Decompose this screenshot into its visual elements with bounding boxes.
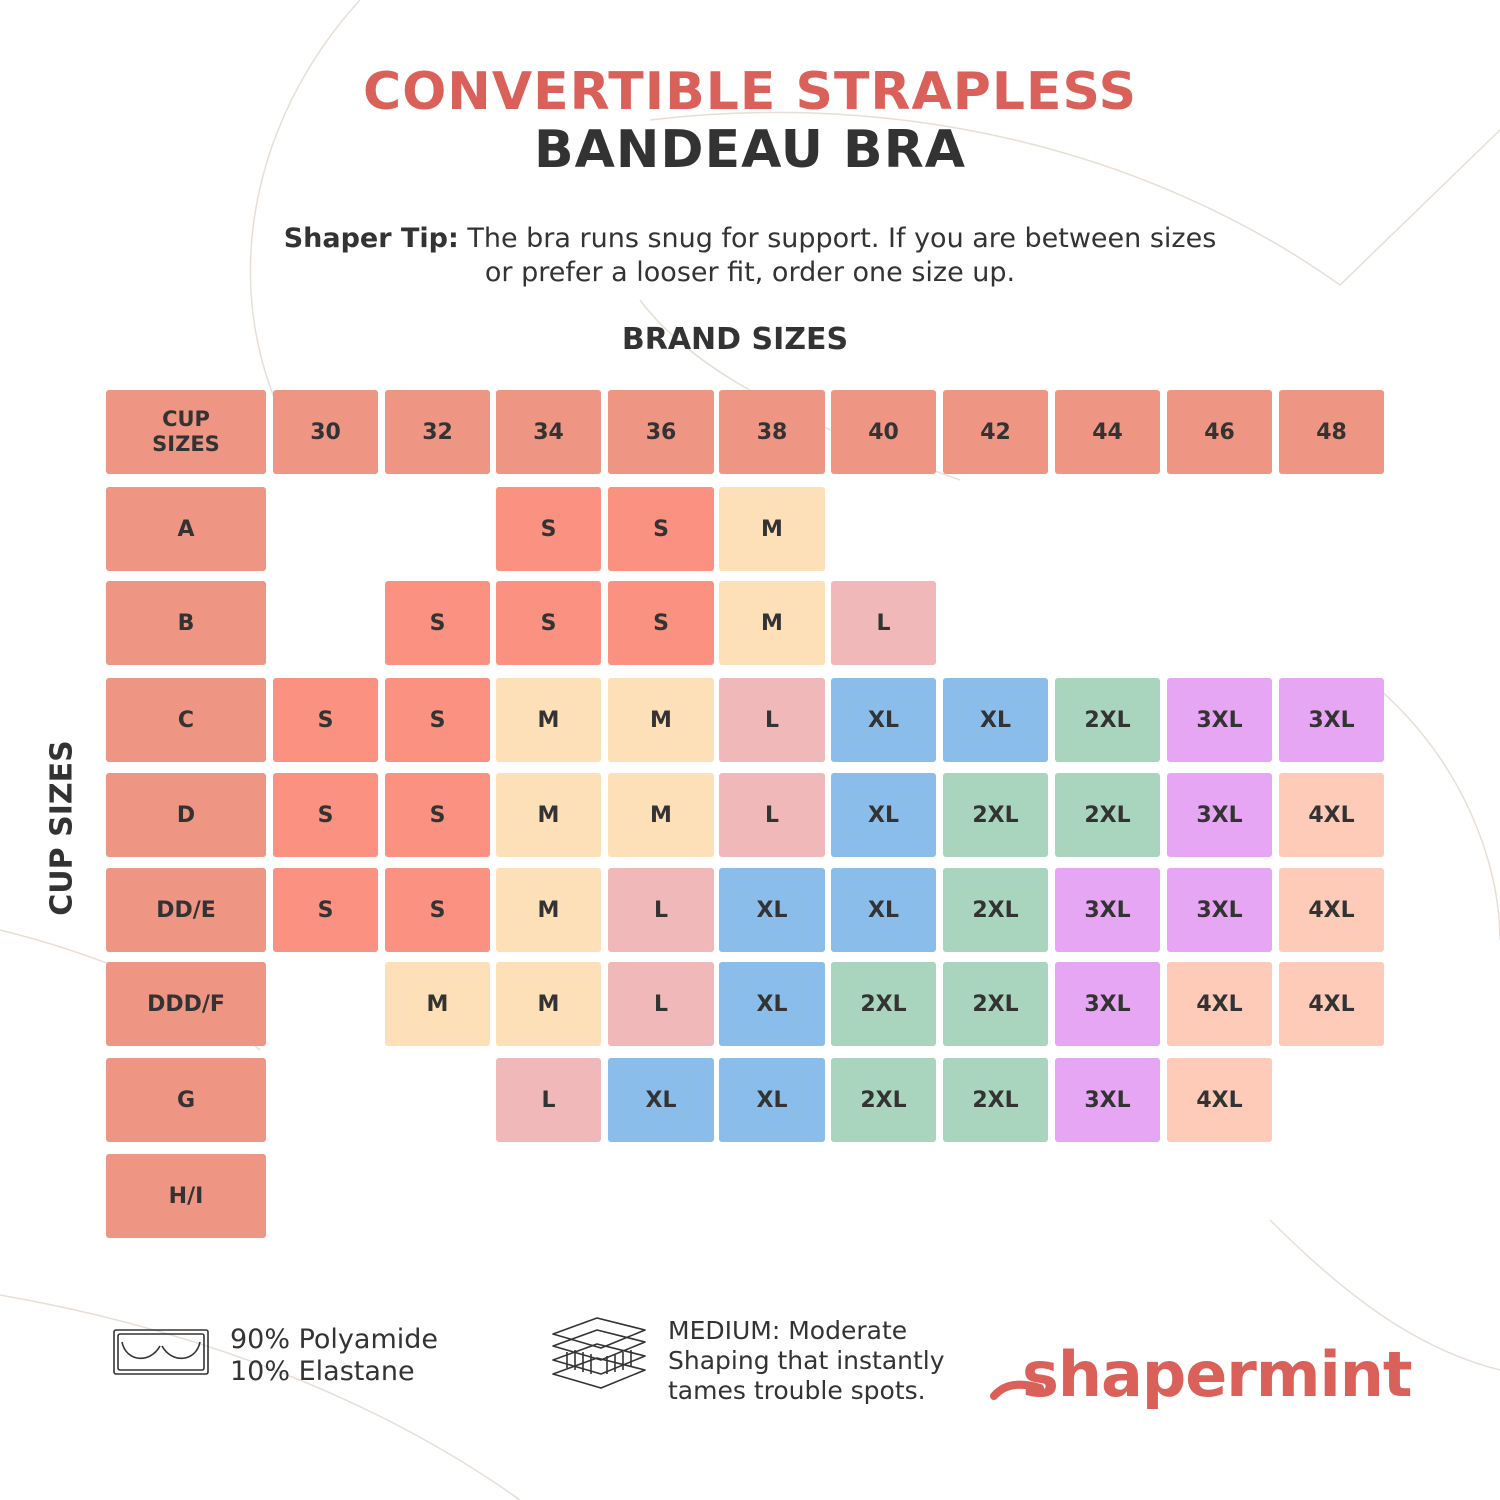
- band-size-header: 34: [496, 390, 601, 474]
- size-cell: S: [273, 773, 378, 857]
- size-cell: 3XL: [1055, 868, 1160, 952]
- size-cell: 4XL: [1167, 1058, 1272, 1142]
- band-size-header: 38: [719, 390, 825, 474]
- size-cell: 3XL: [1167, 868, 1272, 952]
- shaper-tip-label: Shaper Tip:: [283, 223, 459, 254]
- size-cell: S: [608, 487, 714, 571]
- size-cell: M: [719, 487, 825, 571]
- size-cell: S: [385, 678, 490, 762]
- band-size-header: 44: [1055, 390, 1160, 474]
- size-cell: 3XL: [1055, 1058, 1160, 1142]
- size-cell: 4XL: [1279, 962, 1384, 1046]
- shaping-line-3: tames trouble spots.: [668, 1376, 926, 1405]
- size-cell: S: [496, 487, 601, 571]
- size-cell: M: [719, 581, 825, 665]
- fabric-layers-icon: [552, 1317, 646, 1389]
- cup-size-row-label: C: [106, 678, 266, 762]
- size-cell: S: [608, 581, 714, 665]
- size-cell: 2XL: [1055, 773, 1160, 857]
- shaping-line-1: MEDIUM: Moderate: [668, 1316, 908, 1345]
- size-cell: 4XL: [1279, 868, 1384, 952]
- shaper-tip: Shaper Tip: The bra runs snug for suppor…: [0, 222, 1500, 290]
- size-cell: XL: [608, 1058, 714, 1142]
- logo-swoosh-icon: [990, 1380, 1044, 1400]
- size-cell: 2XL: [943, 868, 1048, 952]
- size-cell: L: [608, 962, 714, 1046]
- size-cell: M: [608, 678, 714, 762]
- cup-size-row-label: DD/E: [106, 868, 266, 952]
- cup-sizes-axis-label: CUP SIZES: [44, 740, 80, 916]
- cup-size-row-label: DDD/F: [106, 962, 266, 1046]
- size-cell: M: [608, 773, 714, 857]
- band-size-header: 36: [608, 390, 714, 474]
- size-cell: L: [831, 581, 936, 665]
- cup-size-row-label: G: [106, 1058, 266, 1142]
- size-cell: M: [496, 678, 601, 762]
- size-cell: 4XL: [1279, 773, 1384, 857]
- size-cell: 2XL: [831, 1058, 936, 1142]
- size-cell: 2XL: [943, 773, 1048, 857]
- size-cell: S: [273, 868, 378, 952]
- cup-size-row-label: H/I: [106, 1154, 266, 1238]
- size-cell: S: [385, 773, 490, 857]
- size-cell: XL: [719, 962, 825, 1046]
- size-cell: 2XL: [943, 1058, 1048, 1142]
- title-line-2: BANDEAU BRA: [534, 120, 966, 180]
- material-line-1: 90% Polyamide: [230, 1324, 439, 1355]
- size-cell: S: [496, 581, 601, 665]
- size-cell: S: [385, 581, 490, 665]
- cup-size-row-label: D: [106, 773, 266, 857]
- shaping-text: MEDIUM: Moderate Shaping that instantly …: [668, 1316, 945, 1406]
- bra-outline-icon: [113, 1329, 209, 1375]
- size-cell: XL: [719, 868, 825, 952]
- size-cell: XL: [831, 868, 936, 952]
- size-cell: L: [608, 868, 714, 952]
- size-cell: 3XL: [1279, 678, 1384, 762]
- size-cell: L: [719, 678, 825, 762]
- shaping-line-2: Shaping that instantly: [668, 1346, 945, 1375]
- band-size-header: 42: [943, 390, 1048, 474]
- shapermint-logo: shapermint: [990, 1336, 1413, 1416]
- size-cell: 3XL: [1055, 962, 1160, 1046]
- size-cell: XL: [831, 678, 936, 762]
- cup-size-row-label: B: [106, 581, 266, 665]
- size-cell: XL: [831, 773, 936, 857]
- size-cell: XL: [719, 1058, 825, 1142]
- size-cell: L: [719, 773, 825, 857]
- shaper-tip-line-1: The bra runs snug for support. If you ar…: [458, 223, 1217, 254]
- band-size-header: 32: [385, 390, 490, 474]
- band-size-header: 40: [831, 390, 936, 474]
- size-cell: 3XL: [1167, 678, 1272, 762]
- size-cell: 2XL: [831, 962, 936, 1046]
- cup-size-row-label: A: [106, 487, 266, 571]
- material-line-2: 10% Elastane: [230, 1356, 415, 1387]
- band-size-header: 48: [1279, 390, 1384, 474]
- size-cell: XL: [943, 678, 1048, 762]
- size-cell: 2XL: [1055, 678, 1160, 762]
- corner-header-cup-sizes: CUP SIZES: [106, 390, 266, 474]
- brand-sizes-label: BRAND SIZES: [621, 322, 849, 357]
- size-cell: L: [496, 1058, 601, 1142]
- shaper-tip-line-2: or prefer a looser fit, order one size u…: [484, 257, 1016, 288]
- size-cell: 3XL: [1167, 773, 1272, 857]
- band-size-header: 30: [273, 390, 378, 474]
- title-line-1: CONVERTIBLE STRAPLESS: [362, 62, 1138, 122]
- size-cell: M: [496, 868, 601, 952]
- size-cell: M: [496, 773, 601, 857]
- band-size-header: 46: [1167, 390, 1272, 474]
- size-cell: S: [385, 868, 490, 952]
- material-text: 90% Polyamide 10% Elastane: [230, 1324, 438, 1388]
- size-cell: S: [273, 678, 378, 762]
- brand-name: shapermint: [1022, 1338, 1413, 1411]
- size-cell: M: [496, 962, 601, 1046]
- size-cell: 4XL: [1167, 962, 1272, 1046]
- size-cell: 2XL: [943, 962, 1048, 1046]
- size-cell: M: [385, 962, 490, 1046]
